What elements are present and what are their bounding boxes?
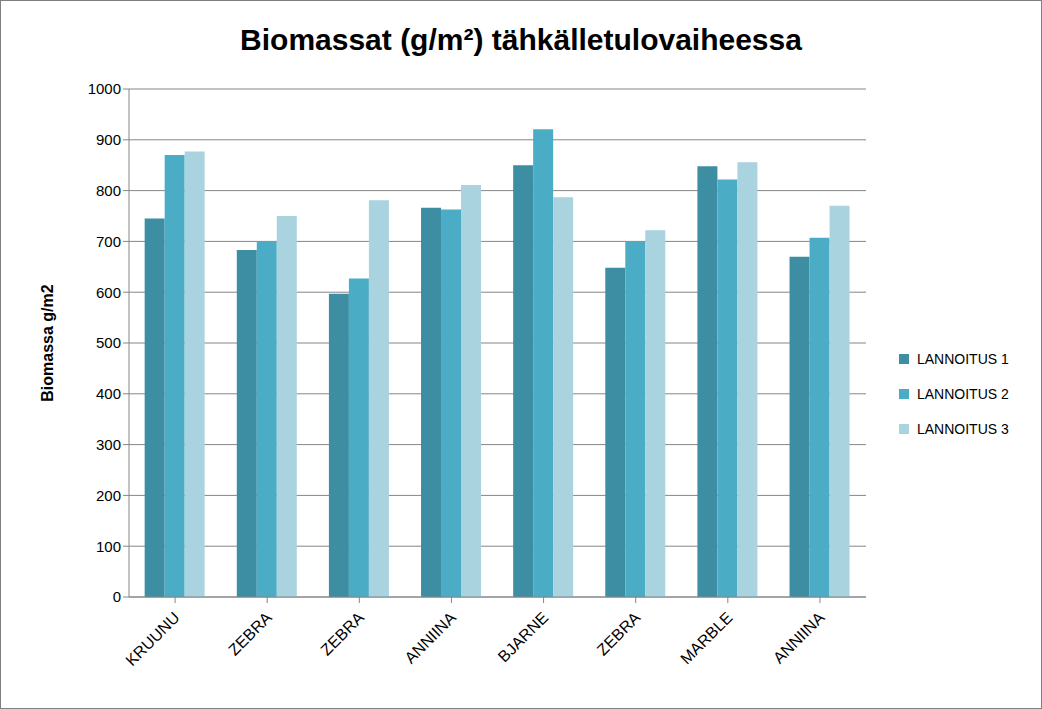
svg-text:0: 0 [113,588,121,605]
svg-text:500: 500 [96,334,121,351]
svg-text:ZEBRA: ZEBRA [594,609,644,659]
svg-text:1000: 1000 [88,80,121,97]
svg-text:100: 100 [96,538,121,555]
svg-text:KRUUNU: KRUUNU [122,609,182,669]
svg-text:700: 700 [96,233,121,250]
html-text:LANNOITUS 2: LANNOITUS 2 [917,385,1009,402]
html-text:LANNOITUS 3: LANNOITUS 3 [917,420,1009,437]
svg-text:600: 600 [96,284,121,301]
svg-text:300: 300 [96,436,121,453]
svg-text:ZEBRA: ZEBRA [225,609,275,659]
svg-text:ANNIINA: ANNIINA [401,609,459,667]
html-text:LANNOITUS 1: LANNOITUS 1 [917,350,1009,367]
html-text:Biomassat (g/m²) tähkälletulov: Biomassat (g/m²) tähkälletulovaiheessa [240,23,802,56]
svg-text:900: 900 [96,131,121,148]
svg-text:200: 200 [96,487,121,504]
svg-text:800: 800 [96,182,121,199]
svg-text:MARBLE: MARBLE [677,609,736,668]
svg-text:ZEBRA: ZEBRA [317,609,367,659]
svg-text:Biomassa g/m2: Biomassa g/m2 [39,284,56,401]
svg-text:BJARNE: BJARNE [495,609,552,666]
svg-text:ANNIINA: ANNIINA [770,609,828,667]
svg-text:400: 400 [96,385,121,402]
